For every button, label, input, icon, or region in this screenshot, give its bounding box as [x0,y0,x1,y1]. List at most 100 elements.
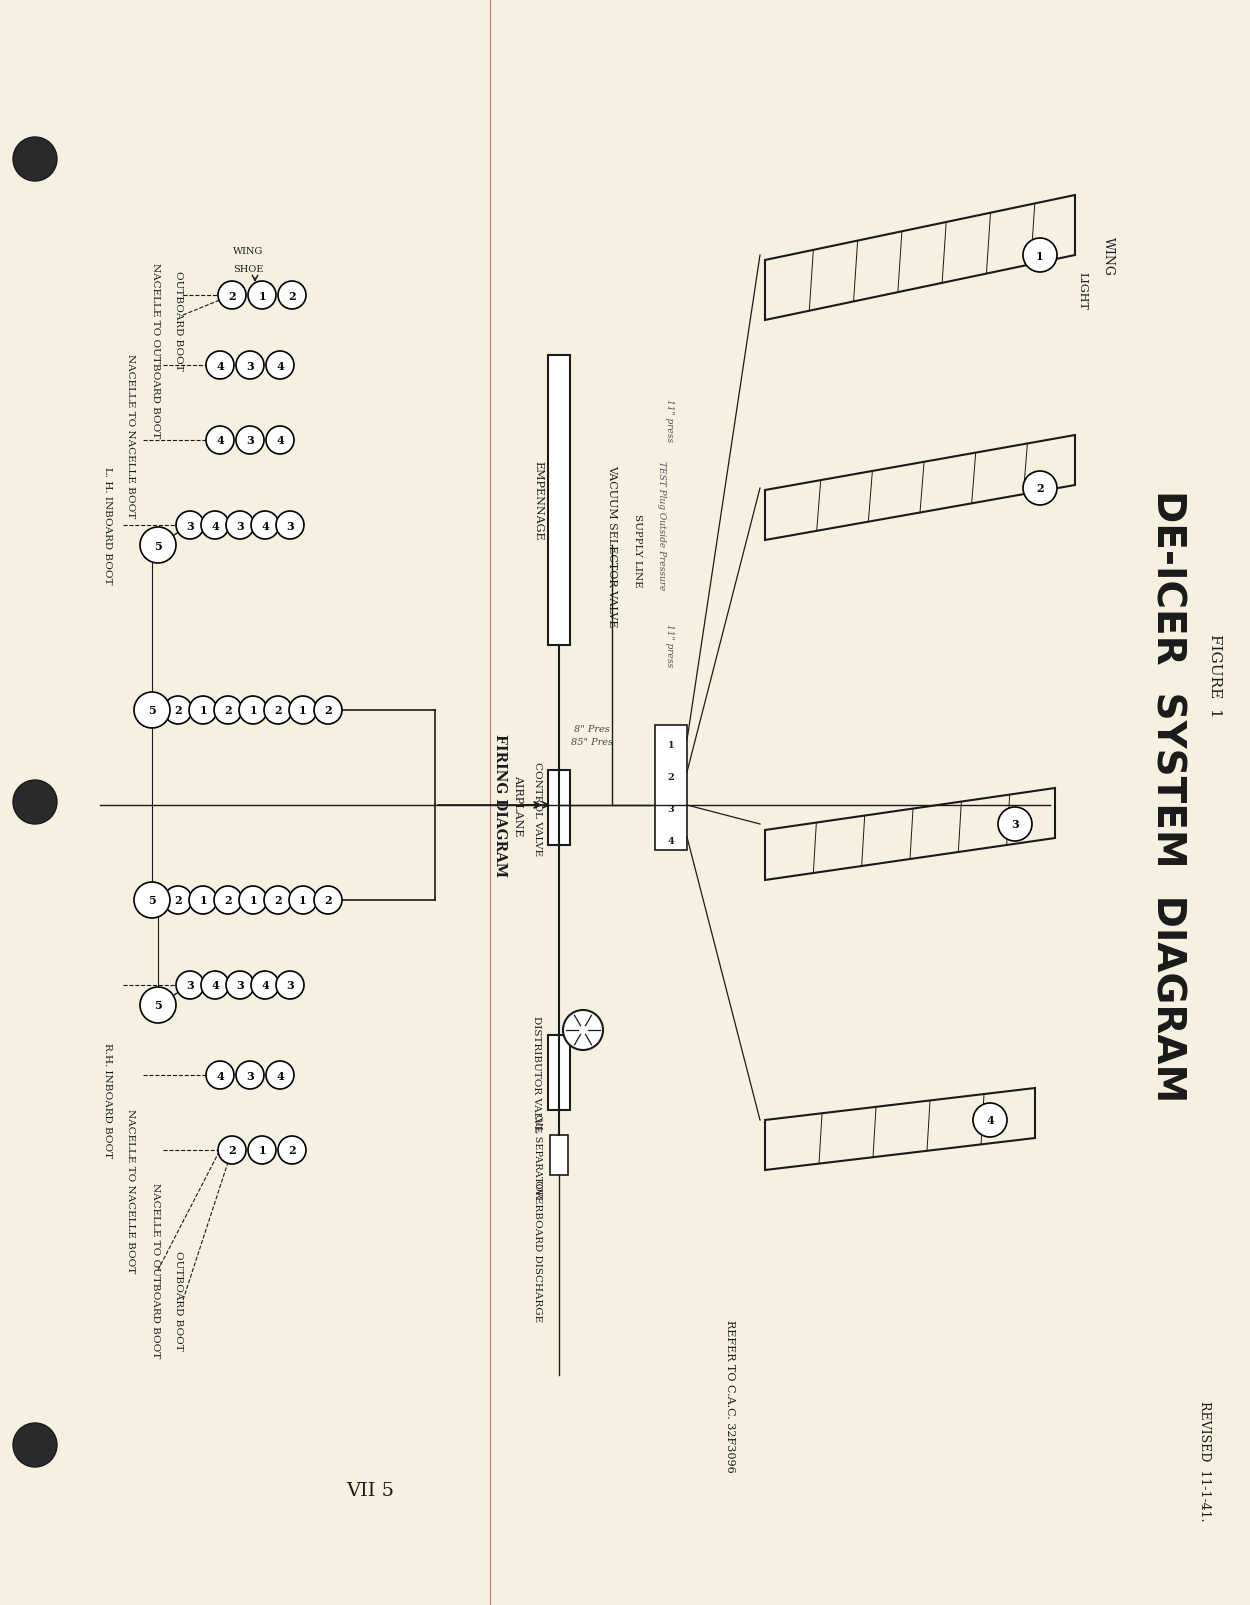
Text: 11" press: 11" press [665,624,675,668]
Circle shape [251,512,279,539]
FancyBboxPatch shape [550,1135,568,1175]
Circle shape [217,1136,246,1164]
Circle shape [12,138,58,181]
Circle shape [1022,239,1058,273]
Text: 5: 5 [154,541,162,551]
Text: 3: 3 [236,981,244,990]
Text: 1: 1 [299,705,306,716]
Circle shape [12,780,58,825]
Text: 2: 2 [229,1144,236,1156]
Circle shape [266,1061,294,1090]
Text: WING: WING [232,246,264,255]
Circle shape [264,697,292,724]
Circle shape [176,512,204,539]
Text: 5: 5 [149,896,156,905]
Text: REFER TO C.A.C. 32F3096: REFER TO C.A.C. 32F3096 [725,1319,735,1472]
Text: REVISED  11-1-41.: REVISED 11-1-41. [1199,1400,1211,1520]
Circle shape [289,886,318,915]
Text: 3: 3 [668,806,675,814]
Text: 4: 4 [211,520,219,531]
Text: 4: 4 [216,360,224,371]
Circle shape [236,1061,264,1090]
Circle shape [562,1011,602,1050]
FancyBboxPatch shape [548,1035,570,1111]
Text: NACELLE TO NACELLE BOOT: NACELLE TO NACELLE BOOT [125,1107,135,1273]
Circle shape [276,971,304,1000]
Circle shape [206,351,234,380]
Circle shape [264,886,292,915]
Text: 2: 2 [174,705,181,716]
Text: 4: 4 [276,1071,284,1080]
Text: 4: 4 [216,435,224,446]
Circle shape [239,886,268,915]
Text: FIGURE  1: FIGURE 1 [1208,634,1222,717]
Text: LIGHT: LIGHT [1078,271,1088,310]
Text: TEST Plug Outside Pressure: TEST Plug Outside Pressure [658,461,666,591]
Text: SHOE: SHOE [232,265,264,273]
Text: 2: 2 [224,896,231,905]
Circle shape [134,693,170,729]
Text: 3: 3 [1011,819,1019,830]
Circle shape [278,1136,306,1164]
Text: L. H. INBOARD BOOT: L. H. INBOARD BOOT [102,467,111,584]
Circle shape [266,351,294,380]
Circle shape [217,282,246,310]
Text: 3: 3 [286,520,294,531]
Circle shape [176,971,204,1000]
Text: 2: 2 [224,705,231,716]
Text: 8" Pres
85" Pres: 8" Pres 85" Pres [571,725,612,746]
Circle shape [201,512,229,539]
Text: OUTBOARD BOOT: OUTBOARD BOOT [174,271,182,371]
FancyBboxPatch shape [655,725,688,851]
Circle shape [1022,472,1058,506]
Text: 2: 2 [289,291,296,302]
Circle shape [164,697,192,724]
Text: 3: 3 [186,981,194,990]
Text: EMPENNAGE: EMPENNAGE [532,461,542,541]
Text: 4: 4 [216,1071,224,1080]
Text: 1: 1 [199,705,206,716]
Text: 2: 2 [174,896,181,905]
Text: VACUUM SELECTOR VALVE: VACUUM SELECTOR VALVE [608,464,618,628]
Circle shape [236,427,264,454]
Text: 5: 5 [149,705,156,716]
Text: DISTRIBUTOR VALVE: DISTRIBUTOR VALVE [532,1016,541,1132]
Circle shape [972,1103,1008,1138]
Text: 3: 3 [246,360,254,371]
Circle shape [289,697,318,724]
Text: 2: 2 [229,291,236,302]
Circle shape [201,971,229,1000]
Circle shape [226,971,254,1000]
Text: OVERBOARD DISCHARGE: OVERBOARD DISCHARGE [534,1180,542,1321]
Text: CONTROL VALVE: CONTROL VALVE [534,761,542,855]
Text: SUPPLY LINE: SUPPLY LINE [634,514,642,587]
Circle shape [189,886,218,915]
Text: OIL SEPARATOR: OIL SEPARATOR [534,1114,542,1197]
FancyBboxPatch shape [548,356,570,645]
Text: 4: 4 [276,435,284,446]
Text: 3: 3 [286,981,294,990]
Text: VII 5: VII 5 [346,1481,394,1499]
Text: FIRING DIAGRAM: FIRING DIAGRAM [492,733,508,876]
Text: 1: 1 [299,896,306,905]
Circle shape [998,807,1032,841]
Circle shape [140,528,176,563]
Text: 2: 2 [324,896,331,905]
Text: NACELLE TO OUTBOARD BOOT: NACELLE TO OUTBOARD BOOT [150,263,160,438]
Circle shape [214,886,243,915]
Text: 1: 1 [199,896,206,905]
Text: 2: 2 [324,705,331,716]
Text: 3: 3 [186,520,194,531]
Circle shape [248,1136,276,1164]
Text: WING: WING [1101,236,1115,276]
Text: 5: 5 [154,1000,162,1011]
Text: 4: 4 [668,836,675,846]
Text: 4: 4 [261,981,269,990]
Text: OUTBOARD BOOT: OUTBOARD BOOT [174,1250,182,1350]
Text: 4: 4 [986,1115,994,1125]
Text: 3: 3 [246,1071,254,1080]
Text: R.H. INBOARD BOOT: R.H. INBOARD BOOT [102,1043,111,1157]
Text: DE-ICER  SYSTEM  DIAGRAM: DE-ICER SYSTEM DIAGRAM [1149,490,1188,1101]
Circle shape [189,697,218,724]
Text: 1: 1 [249,896,256,905]
